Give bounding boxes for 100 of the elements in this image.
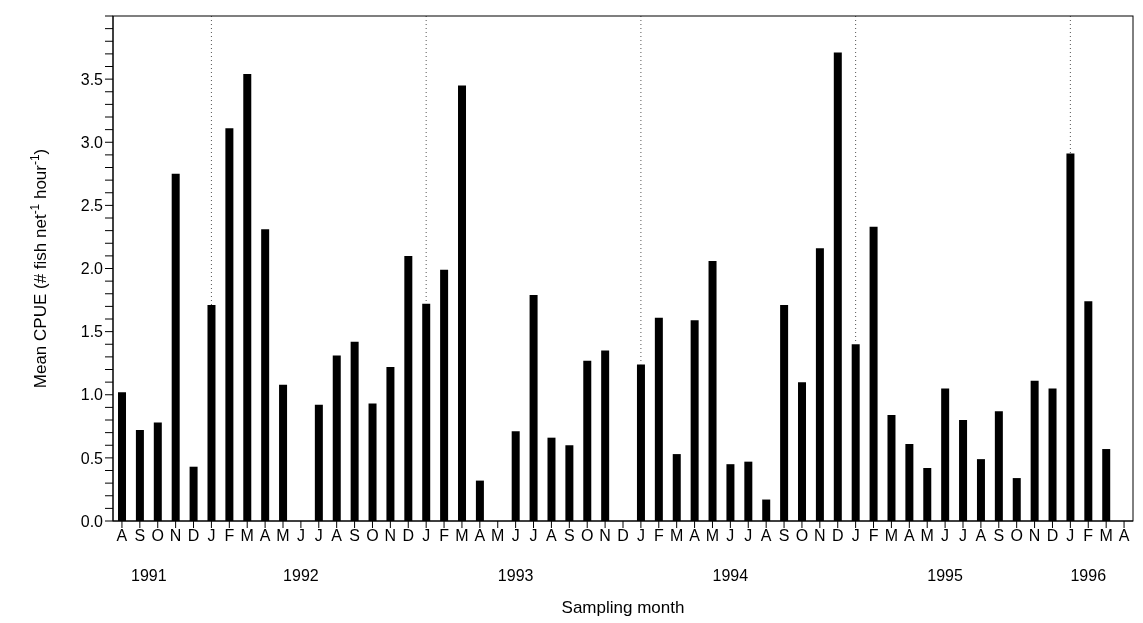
- x-tick-label: S: [349, 527, 360, 545]
- x-tick-label: A: [259, 527, 271, 545]
- x-tick-label: A: [474, 527, 486, 545]
- bar: [762, 499, 771, 521]
- x-tick-label: A: [331, 527, 343, 545]
- x-tick-label: M: [705, 527, 720, 545]
- x-tick-label: J: [314, 527, 323, 545]
- y-tick-label: 2.5: [80, 197, 104, 215]
- bar: [708, 260, 717, 521]
- bar: [1048, 388, 1057, 521]
- x-tick-label: A: [689, 527, 701, 545]
- x-tick-label: N: [169, 527, 182, 545]
- x-tick-label: J: [529, 527, 538, 545]
- bar: [189, 466, 198, 521]
- bar: [1084, 301, 1093, 521]
- x-tick-label: J: [744, 527, 753, 545]
- x-tick-label: M: [884, 527, 899, 545]
- bar: [1012, 478, 1021, 521]
- bar: [386, 366, 395, 521]
- bar: [404, 255, 413, 521]
- bar: [279, 384, 288, 521]
- x-tick-label: J: [851, 527, 860, 545]
- bar: [636, 364, 645, 521]
- bar: [440, 269, 449, 521]
- bar: [547, 437, 556, 521]
- x-tick-label: F: [868, 527, 879, 545]
- bar: [225, 128, 234, 521]
- x-tick-label: M: [1099, 527, 1113, 545]
- y-tick-label: 1.0: [80, 386, 104, 404]
- text: 1996: [1070, 567, 1107, 584]
- bar: [171, 173, 180, 521]
- x-tick-label: A: [975, 527, 987, 545]
- x-tick-label: M: [240, 527, 254, 545]
- bar: [815, 248, 824, 521]
- x-tick-label: N: [1028, 527, 1041, 545]
- x-tick-label: O: [580, 527, 594, 545]
- x-tick-label: O: [366, 527, 379, 545]
- bar: [118, 392, 127, 521]
- x-tick-label: D: [402, 527, 415, 545]
- x-tick-label: N: [814, 527, 826, 545]
- bar: [654, 317, 663, 521]
- y-tick-label: 3.5: [80, 70, 104, 88]
- bar: [887, 414, 896, 521]
- bar: [583, 360, 592, 521]
- y-tick-label: 0.0: [80, 512, 104, 530]
- bar: [1066, 153, 1075, 521]
- x-tick-label: J: [1066, 527, 1075, 545]
- x-tick-label: S: [134, 527, 146, 545]
- bar: [976, 459, 985, 521]
- x-tick-label: M: [455, 527, 469, 545]
- bar: [798, 382, 807, 521]
- y-tick-label: 3.0: [80, 133, 104, 151]
- x-tick-label: J: [511, 527, 520, 545]
- x-tick-label: S: [993, 527, 1005, 545]
- x-tick-label: A: [1118, 527, 1130, 545]
- x-tick-label: D: [831, 527, 844, 545]
- x-tick-label: S: [778, 527, 790, 545]
- bar: [726, 464, 735, 521]
- bar: [135, 430, 144, 521]
- bar: [475, 480, 484, 521]
- bar: [350, 341, 359, 521]
- x-tick-label: J: [941, 527, 950, 545]
- bar: [153, 422, 162, 521]
- bar: [529, 295, 538, 521]
- bar: [959, 420, 968, 521]
- x-tick-label: J: [636, 527, 645, 545]
- y-tick-label: 2.0: [80, 260, 104, 278]
- text: 1992: [283, 567, 319, 584]
- x-tick-label: A: [903, 527, 915, 545]
- bar: [314, 404, 323, 521]
- x-tick-label: J: [726, 527, 735, 545]
- x-tick-label: J: [422, 527, 431, 545]
- x-tick-label: M: [920, 527, 934, 545]
- bar: [1102, 449, 1111, 521]
- x-tick-label: J: [296, 527, 305, 545]
- x-axis-title: Sampling month: [561, 598, 685, 617]
- x-tick-label: F: [1083, 527, 1094, 545]
- bar: [690, 320, 699, 521]
- text: 1995: [927, 567, 963, 584]
- bar: [941, 388, 950, 521]
- x-tick-label: D: [187, 527, 200, 545]
- x-tick-label: O: [1010, 527, 1023, 545]
- x-tick-label: D: [1046, 527, 1059, 545]
- x-tick-label: J: [959, 527, 967, 545]
- bar: [261, 229, 270, 521]
- bar: [422, 303, 431, 521]
- x-tick-label: D: [617, 527, 629, 545]
- x-tick-label: N: [599, 527, 611, 545]
- bar: [780, 305, 789, 521]
- bar: [511, 431, 520, 521]
- bar: [1030, 380, 1039, 521]
- bar: [243, 74, 252, 521]
- x-tick-label: A: [546, 527, 558, 545]
- bar: [923, 467, 932, 521]
- x-tick-label: F: [439, 527, 450, 545]
- bar: [851, 344, 860, 521]
- bar: [207, 305, 216, 521]
- text: 1994: [712, 567, 749, 584]
- bar: [869, 226, 878, 521]
- x-tick-label: N: [384, 527, 397, 545]
